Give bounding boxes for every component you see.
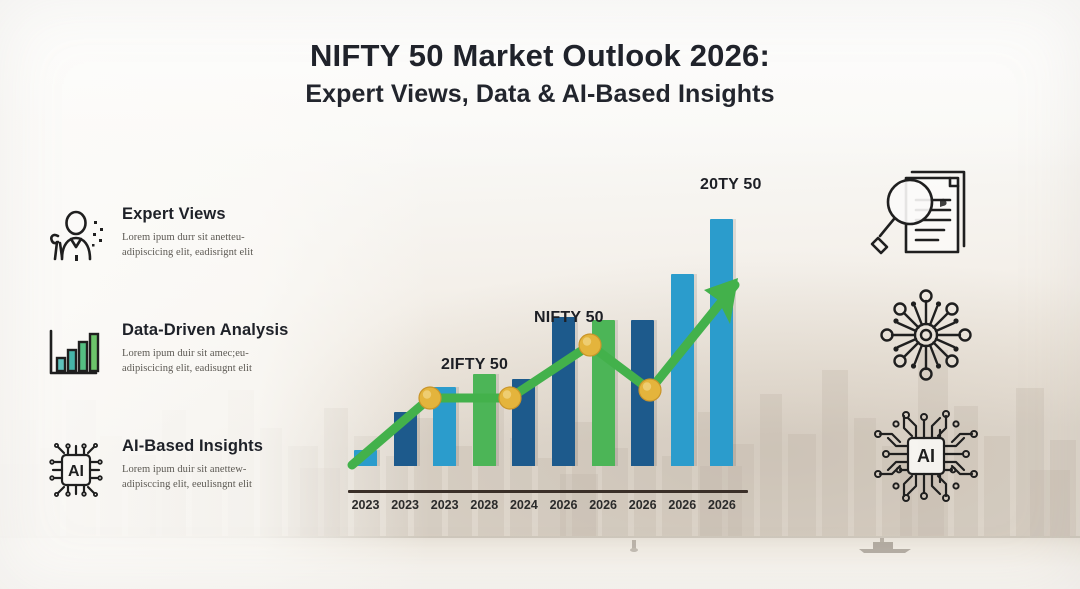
chart-annotation-top: 20TY 50 xyxy=(700,176,762,193)
chart-annotation-lower: 2IFTY 50 xyxy=(441,356,509,373)
feature-body-line1: Lorem ipum durr sit anetteu- xyxy=(122,231,245,243)
x-axis-label-3: 2028 xyxy=(470,498,499,512)
feature-body: Lorem ipum duir sit anettew- adipisccing… xyxy=(122,462,344,492)
right-icon-column: AI xyxy=(866,160,996,523)
trend-marker-1 xyxy=(498,386,522,410)
chart-annotation-middle: NIFTY 50 xyxy=(534,309,604,326)
trend-marker-3 xyxy=(638,378,662,402)
bar-2 xyxy=(433,387,460,466)
trend-marker-highlight-1 xyxy=(502,390,512,399)
feature-body: Lorem ipum durr sit anetteu- adipiscicin… xyxy=(122,230,344,260)
feature-item-data-driven-analysis[interactable]: Data-Driven Analysis Lorem ipum duir sit… xyxy=(44,321,344,411)
feature-body-line1: Lorem ipum duir sit amec;eu- xyxy=(122,347,249,359)
trend-marker-highlight-0 xyxy=(422,390,432,399)
feature-heading: AI-Based Insights xyxy=(122,437,264,455)
boat-silhouette xyxy=(859,538,911,553)
bar-8 xyxy=(670,273,697,467)
trend-arrow-overlay xyxy=(347,278,740,470)
x-axis-label-7: 2026 xyxy=(628,498,657,512)
feature-list: Expert Views Lorem ipum durr sit anetteu… xyxy=(44,205,344,553)
svg-text:AI: AI xyxy=(917,446,935,466)
x-axis-label-9: 2026 xyxy=(707,498,736,512)
x-axis-label-6: 2026 xyxy=(589,498,617,512)
feature-item-expert-views[interactable]: Expert Views Lorem ipum durr sit anetteu… xyxy=(44,205,344,295)
trend-arrow-head xyxy=(704,278,738,324)
title-line-primary: NIFTY 50 Market Outlook 2026: xyxy=(309,38,771,73)
bar-chart-icon xyxy=(49,329,100,375)
feature-heading: Expert Views xyxy=(122,205,226,223)
x-axis-label-2: 2023 xyxy=(430,498,459,512)
trend-line xyxy=(347,280,740,470)
ai-chip-circuit-icon[interactable]: AI xyxy=(866,402,986,510)
feature-body-line2: adipiscicing elit, eadisrignt elit xyxy=(122,247,254,259)
feature-heading: Data-Driven Analysis xyxy=(122,321,289,339)
page-title: NIFTY 50 Market Outlook 2026: Expert Vie… xyxy=(0,38,1080,109)
x-axis-labels: 2023 2023 2023 2028 2024 2026 2026 2026 2026 2026 xyxy=(340,498,760,520)
document-magnifier-icon[interactable] xyxy=(866,160,986,268)
growth-bar-chart: 2023 2023 2023 2028 2024 2026 2026 2026 2026 2026… xyxy=(340,160,762,525)
waterline xyxy=(0,536,1080,538)
feature-body-line2: adipisccing elit, eeulisngnt elit xyxy=(122,479,252,491)
ai-chip-icon: AI xyxy=(49,443,103,498)
x-axis-label-8: 2026 xyxy=(668,498,697,512)
trend-marker-2 xyxy=(578,333,602,357)
feature-body-line2: adipiscicing elit, eadisugnt elit xyxy=(122,363,252,375)
feature-body-line1: Lorem ipum duir sit anettew- xyxy=(122,463,247,475)
feature-item-ai-based-insights[interactable]: AI AI-Based Insights Lorem ipum duir sit… xyxy=(44,437,344,527)
expert-person-icon xyxy=(50,210,103,261)
svg-text:AI: AI xyxy=(68,463,84,480)
x-axis-label-5: 2026 xyxy=(549,498,578,512)
bar-9 xyxy=(710,219,737,466)
network-hub-icon[interactable] xyxy=(866,281,986,389)
x-axis-label-1: 2023 xyxy=(391,498,419,512)
chart-baseline-axis xyxy=(348,490,748,493)
trend-marker-0 xyxy=(418,386,442,410)
top-panel-wash xyxy=(0,0,1080,170)
trend-marker-highlight-2 xyxy=(582,337,592,346)
buoy-marker xyxy=(630,540,638,552)
x-axis-label-0: 2023 xyxy=(351,498,380,512)
title-line-secondary: Expert Views, Data & AI-Based Insights xyxy=(305,79,775,108)
trend-marker-highlight-3 xyxy=(642,382,652,391)
feature-body: Lorem ipum duir sit amec;eu- adipiscicin… xyxy=(122,346,344,376)
x-axis-label-4: 2024 xyxy=(509,498,538,512)
